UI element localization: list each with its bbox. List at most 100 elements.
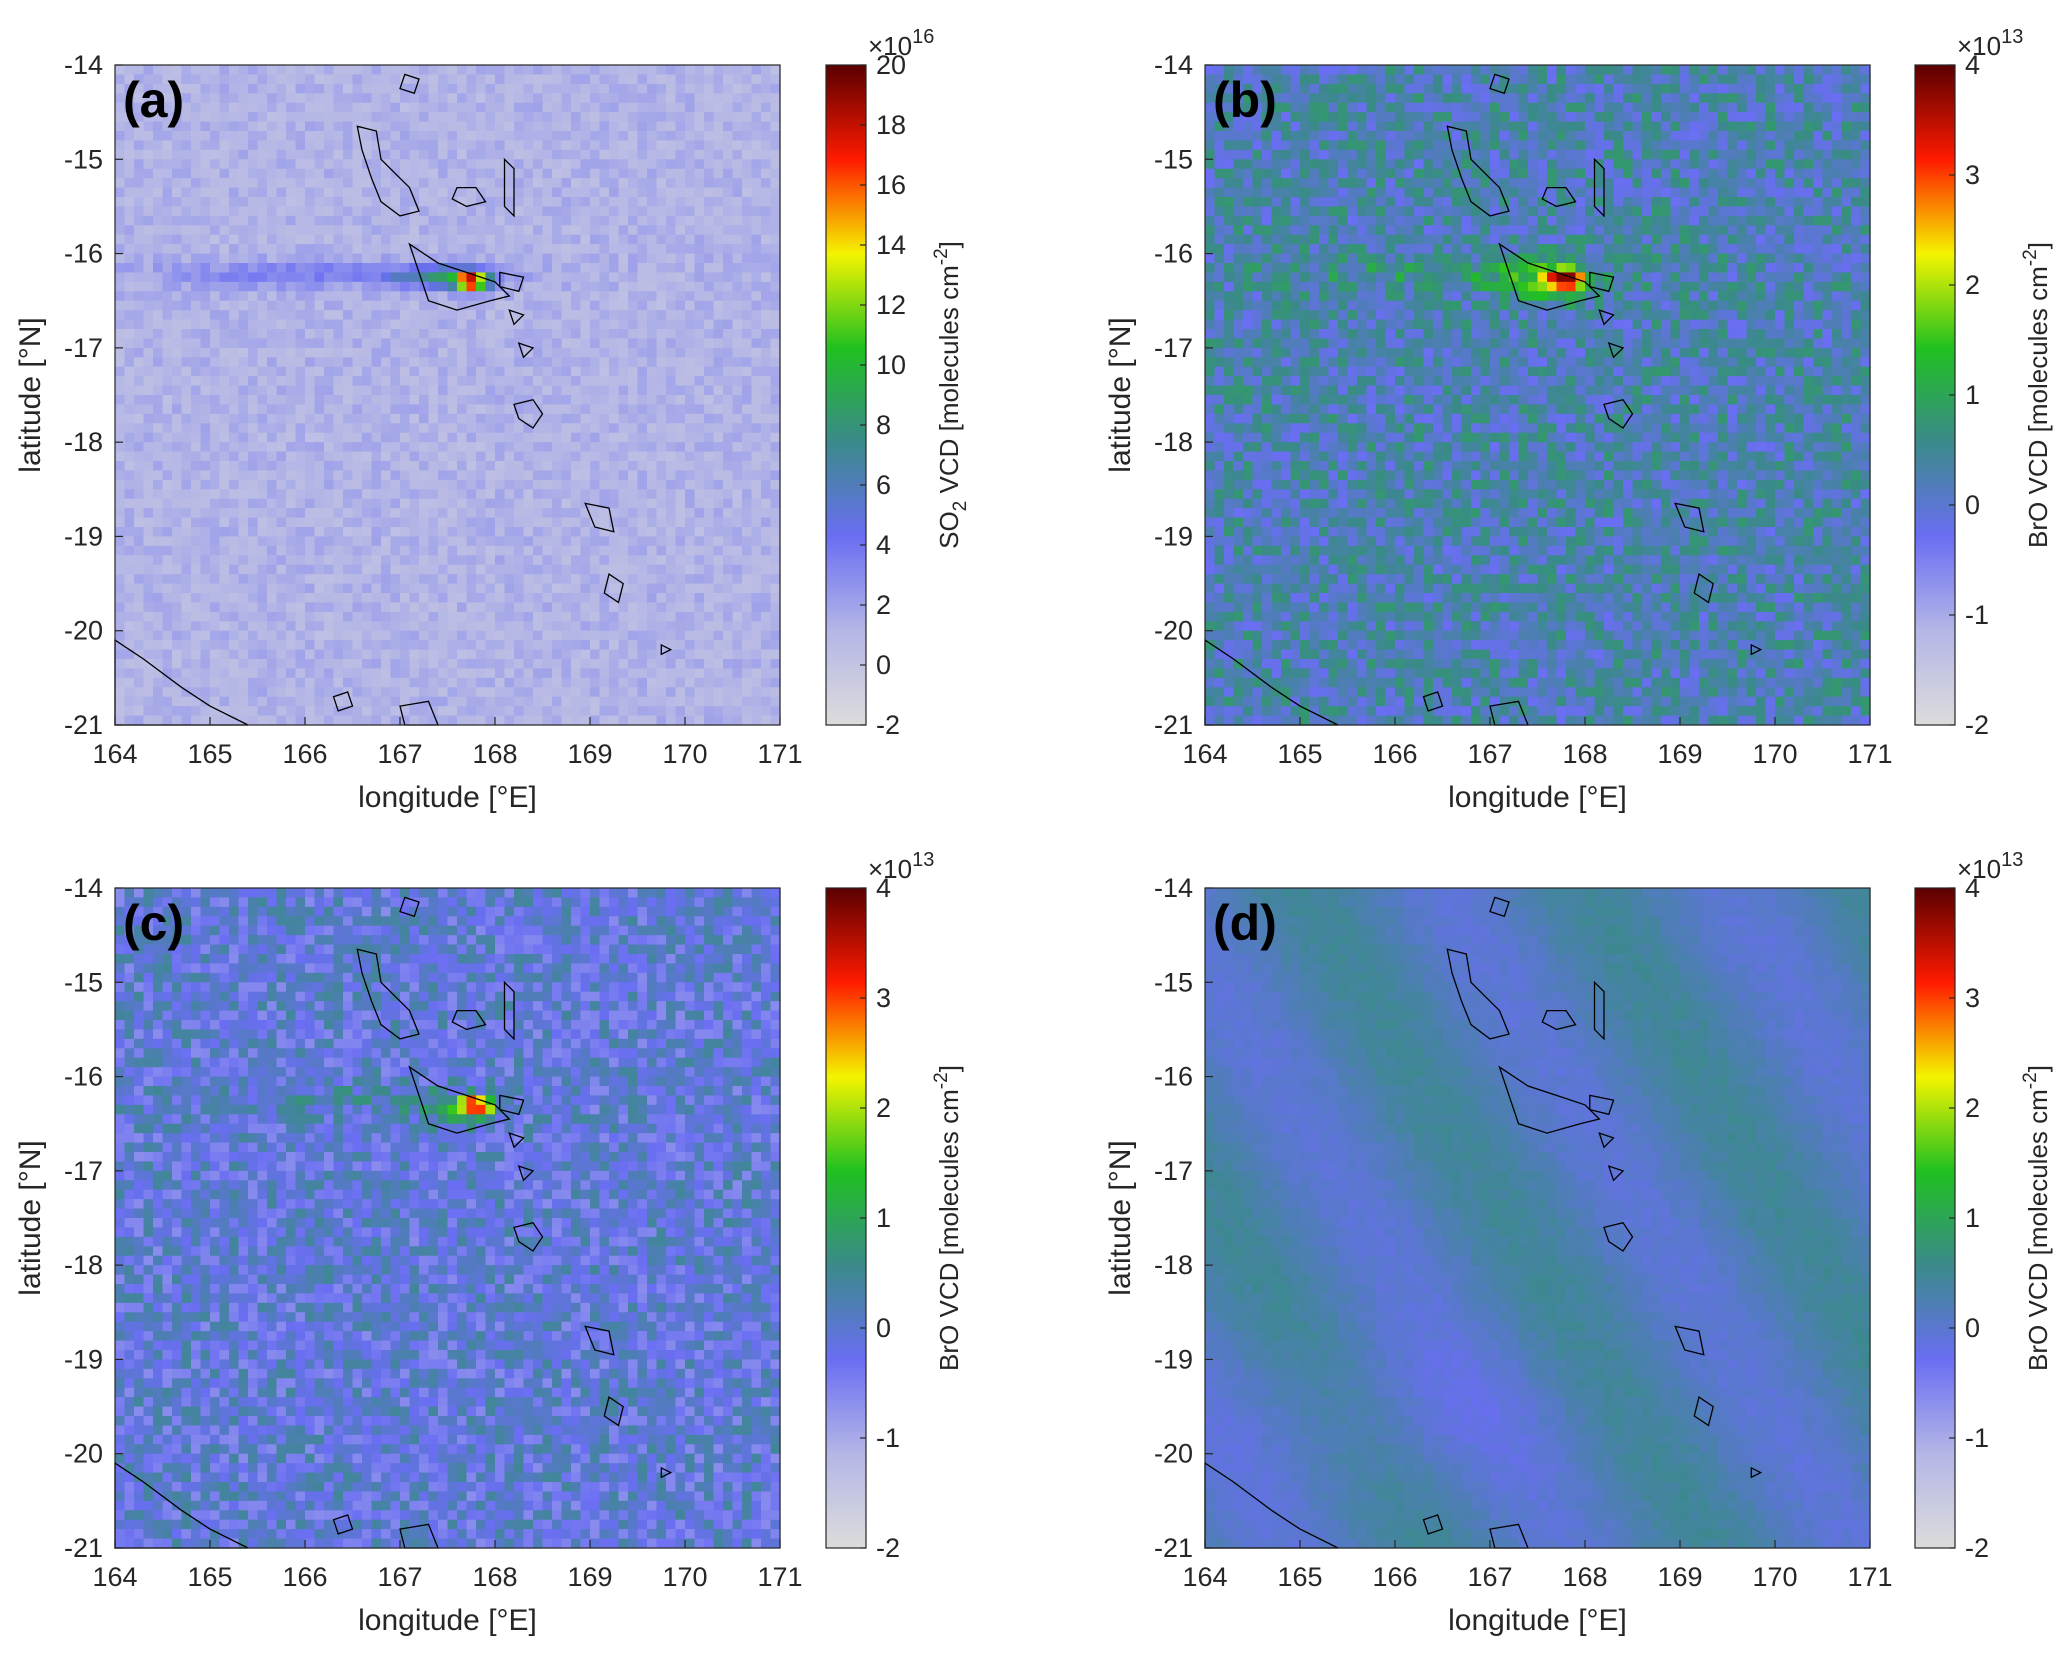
heatmap-cell — [447, 385, 458, 396]
heatmap-cell — [466, 621, 477, 632]
heatmap-cell — [618, 668, 629, 679]
heatmap-cell — [561, 677, 572, 688]
heatmap-cell — [770, 451, 781, 462]
heatmap-cell — [751, 376, 762, 387]
heatmap-cell — [134, 244, 145, 255]
heatmap-cell — [238, 574, 249, 585]
heatmap-cell — [514, 536, 525, 547]
heatmap-cell — [476, 527, 487, 538]
heatmap-cell — [153, 272, 164, 283]
heatmap-cell — [428, 583, 439, 594]
heatmap-cell — [476, 263, 487, 274]
heatmap-cell — [381, 659, 392, 670]
heatmap-cell — [628, 432, 639, 443]
heatmap-cell — [200, 583, 211, 594]
heatmap-cell — [523, 479, 534, 490]
heatmap-cell — [485, 329, 496, 340]
heatmap-cell — [1271, 65, 1282, 76]
heatmap-cell — [257, 451, 268, 462]
heatmap-cell — [419, 640, 430, 651]
heatmap-cell — [761, 630, 772, 641]
heatmap-cell — [134, 65, 145, 76]
heatmap-cell — [675, 310, 686, 321]
heatmap-cell — [647, 65, 658, 76]
heatmap-cell — [362, 347, 373, 358]
heatmap-cell — [485, 206, 496, 217]
heatmap-cell — [457, 225, 468, 236]
heatmap-cell — [694, 291, 705, 302]
heatmap-cell — [343, 593, 354, 604]
heatmap-cell — [742, 310, 753, 321]
heatmap-cell — [162, 706, 173, 717]
heatmap-cell — [229, 329, 240, 340]
heatmap-cell — [447, 187, 458, 198]
heatmap-cell — [162, 687, 173, 698]
heatmap-cell — [219, 385, 230, 396]
heatmap-cell — [238, 168, 249, 179]
heatmap-cell — [618, 93, 629, 104]
heatmap-cell — [295, 376, 306, 387]
heatmap-cell — [390, 310, 401, 321]
heatmap-cell — [286, 621, 297, 632]
heatmap-cell — [476, 93, 487, 104]
heatmap-cell — [191, 102, 202, 113]
heatmap-cell — [428, 83, 439, 94]
heatmap-cell — [637, 338, 648, 349]
heatmap-cell — [704, 272, 715, 283]
heatmap-cell — [143, 517, 154, 528]
heatmap-cell — [333, 347, 344, 358]
heatmap-cell — [628, 498, 639, 509]
heatmap-cell — [485, 630, 496, 641]
heatmap-cell — [115, 536, 126, 547]
heatmap-cell — [286, 470, 297, 481]
heatmap-cell — [210, 630, 221, 641]
heatmap-cell — [485, 168, 496, 179]
heatmap-cell — [495, 564, 506, 575]
heatmap-cell — [400, 498, 411, 509]
heatmap-cell — [504, 338, 515, 349]
heatmap-cell — [742, 432, 753, 443]
heatmap-cell — [656, 197, 667, 208]
heatmap-cell — [400, 432, 411, 443]
heatmap-cell — [647, 357, 658, 368]
heatmap-cell — [400, 404, 411, 415]
heatmap-cell — [143, 329, 154, 340]
heatmap-cell — [533, 121, 544, 132]
heatmap-cell — [362, 498, 373, 509]
heatmap-cell — [666, 696, 677, 707]
heatmap-cell — [723, 555, 734, 566]
heatmap-cell — [267, 329, 278, 340]
heatmap-cell — [542, 300, 553, 311]
heatmap-cell — [713, 149, 724, 160]
heatmap-cell — [504, 564, 515, 575]
heatmap-cell — [181, 593, 192, 604]
heatmap-cell — [485, 508, 496, 519]
heatmap-cell — [115, 545, 126, 556]
heatmap-cell — [637, 621, 648, 632]
heatmap-cell — [457, 121, 468, 132]
heatmap-cell — [248, 706, 259, 717]
heatmap-cell — [276, 93, 287, 104]
heatmap-cell — [656, 555, 667, 566]
heatmap-cell — [295, 395, 306, 406]
heatmap-cell — [713, 168, 724, 179]
heatmap-cell — [381, 536, 392, 547]
heatmap-cell — [561, 357, 572, 368]
heatmap-cell — [162, 215, 173, 226]
heatmap-cell — [124, 404, 135, 415]
heatmap-cell — [466, 291, 477, 302]
heatmap-cell — [286, 291, 297, 302]
heatmap-cell — [248, 281, 259, 292]
heatmap-cell — [685, 677, 696, 688]
heatmap-cell — [200, 225, 211, 236]
heatmap-cell — [542, 244, 553, 255]
heatmap-cell — [115, 527, 126, 538]
heatmap-cell — [162, 140, 173, 151]
heatmap-cell — [571, 706, 582, 717]
heatmap-cell — [761, 347, 772, 358]
heatmap-cell — [200, 423, 211, 434]
heatmap-cell — [599, 168, 610, 179]
heatmap-cell — [172, 432, 183, 443]
heatmap-cell — [466, 319, 477, 330]
heatmap-cell — [333, 649, 344, 660]
